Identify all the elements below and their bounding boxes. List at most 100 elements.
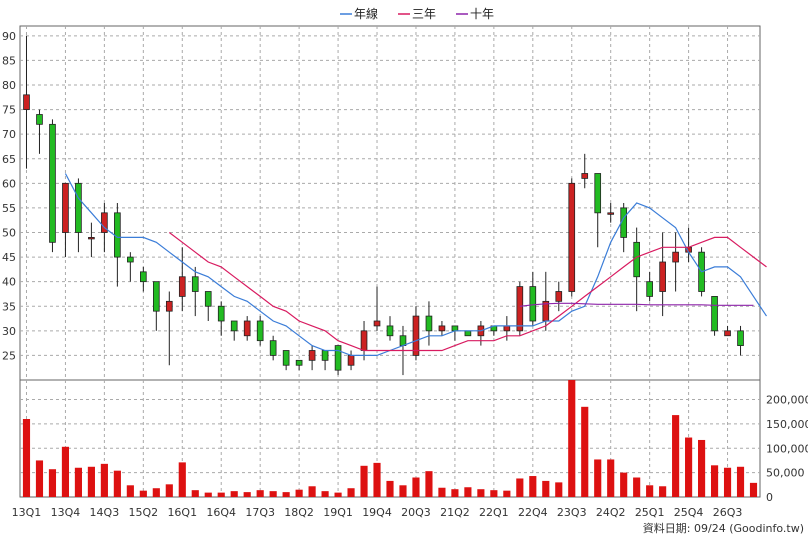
candle-body xyxy=(230,320,238,332)
volume-bar xyxy=(61,446,70,497)
x-tick-label: 19Q4 xyxy=(362,506,392,519)
volume-panel-frame xyxy=(19,379,761,498)
volume-bar xyxy=(87,466,95,497)
volume-bar xyxy=(607,459,615,497)
volume-tick-label: 200,000 xyxy=(766,394,808,407)
volume-bar xyxy=(269,491,277,497)
candle-body xyxy=(127,256,134,263)
volume-bar xyxy=(152,488,160,497)
volume-tick-label: 0 xyxy=(766,491,773,504)
candle-body xyxy=(399,335,407,346)
candle-body xyxy=(503,325,511,332)
volume-bar xyxy=(347,488,355,497)
candle-body xyxy=(360,330,368,351)
candle-body xyxy=(529,286,537,322)
moving-average-line xyxy=(519,302,754,307)
candle-body xyxy=(88,237,95,240)
candle-body xyxy=(425,315,433,332)
price-tick-label: 75 xyxy=(2,104,16,117)
volume-bar xyxy=(230,491,238,497)
price-tick-label: 80 xyxy=(2,79,16,92)
volume-bar xyxy=(516,478,524,497)
x-tick-label: 23Q3 xyxy=(557,506,587,519)
volume-bar xyxy=(334,492,342,497)
moving-average-line xyxy=(64,173,768,356)
candle-body xyxy=(438,325,446,332)
volume-bar xyxy=(542,480,550,497)
volume-bar xyxy=(48,469,57,497)
x-tick-label: 24Q2 xyxy=(596,506,626,519)
candle-body xyxy=(178,276,186,297)
x-tick-label: 15Q2 xyxy=(129,506,159,519)
candle-body xyxy=(204,291,212,307)
volume-bar xyxy=(386,480,394,497)
candle-body xyxy=(646,281,653,297)
candle-body xyxy=(191,276,199,292)
candle-body xyxy=(114,212,121,258)
volume-bar xyxy=(321,491,329,497)
candle-body xyxy=(243,320,251,337)
volume-bar xyxy=(243,492,251,497)
price-tick-label: 70 xyxy=(2,128,16,141)
candle-body xyxy=(659,261,666,292)
candle-body xyxy=(165,300,173,312)
volume-bar xyxy=(685,437,693,497)
volume-bar xyxy=(749,482,758,497)
volume-bar xyxy=(490,490,498,497)
candle-body xyxy=(412,315,420,356)
volume-bar xyxy=(633,477,641,497)
candle-body xyxy=(75,182,82,233)
x-tick-label: 14Q3 xyxy=(90,506,120,519)
volume-bar xyxy=(594,459,602,497)
price-tick-label: 85 xyxy=(2,54,16,67)
volume-bar xyxy=(165,484,173,497)
volume-bar xyxy=(295,489,303,497)
x-tick-label: 17Q3 xyxy=(245,506,275,519)
candle-body xyxy=(464,330,472,337)
candle-body xyxy=(711,296,718,332)
x-tick-label: 21Q2 xyxy=(440,506,470,519)
x-tick-label: 25Q1 xyxy=(635,506,665,519)
x-tick-label: 13Q4 xyxy=(51,506,81,519)
candle-body xyxy=(217,305,225,322)
price-tick-label: 60 xyxy=(2,177,16,190)
volume-bar xyxy=(139,490,147,497)
volume-bar xyxy=(35,460,44,497)
volume-bar xyxy=(100,463,108,497)
candle-body xyxy=(594,173,602,214)
footer-source-date: 資料日期: 09/24 (Goodinfo.tw) xyxy=(643,521,804,535)
candle-body xyxy=(321,350,329,361)
volume-bar xyxy=(710,465,719,497)
x-tick-label: 16Q1 xyxy=(167,506,197,519)
price-tick-label: 55 xyxy=(2,202,16,215)
volume-bar xyxy=(360,465,368,497)
price-tick-label: 30 xyxy=(2,325,16,338)
price-tick-label: 35 xyxy=(2,300,16,313)
candle-body xyxy=(516,286,524,332)
candle-body xyxy=(256,320,264,342)
volume-tick-label: 50,000 xyxy=(766,467,805,480)
candle-body xyxy=(555,291,563,302)
x-tick-label: 16Q4 xyxy=(206,506,236,519)
candle-body xyxy=(451,325,459,332)
candle-body xyxy=(724,330,731,337)
candle-body xyxy=(386,325,394,337)
volume-tick-label: 100,000 xyxy=(766,442,808,455)
volume-bar xyxy=(22,419,31,497)
price-tick-label: 40 xyxy=(2,276,16,289)
volume-bar xyxy=(568,380,576,497)
candle-body xyxy=(347,355,355,366)
candle-body xyxy=(49,123,56,243)
x-tick-label: 26Q3 xyxy=(713,506,743,519)
legend-label: 三年 xyxy=(412,7,436,21)
x-tick-label: 22Q1 xyxy=(479,506,509,519)
volume-bar xyxy=(308,486,316,497)
volume-bar xyxy=(620,472,628,497)
volume-bar xyxy=(217,492,225,497)
volume-bar xyxy=(723,467,732,497)
volume-bar xyxy=(126,485,134,497)
volume-bar xyxy=(256,490,264,497)
volume-bar xyxy=(503,490,511,497)
volume-bar xyxy=(373,462,381,497)
candle-body xyxy=(568,182,576,292)
